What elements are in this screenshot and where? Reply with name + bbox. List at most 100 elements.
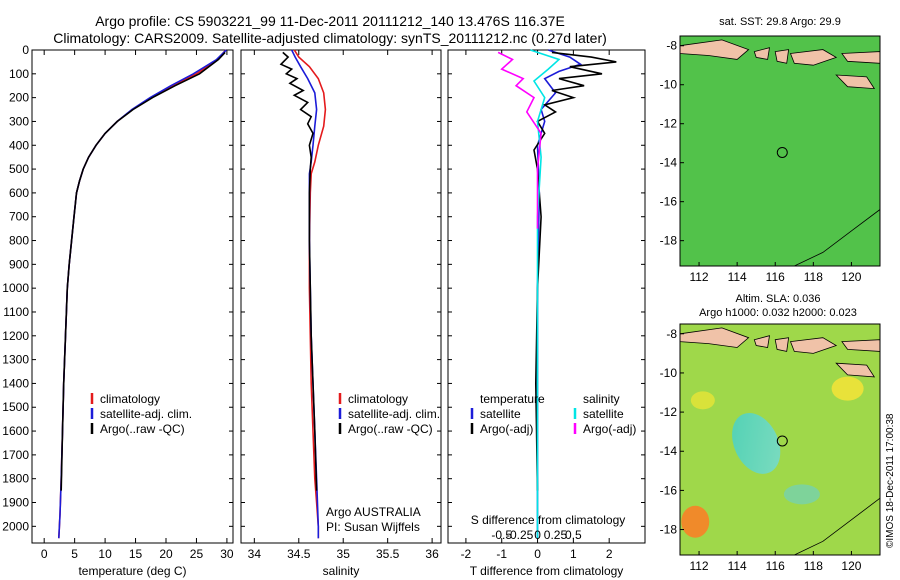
depth-tick-label: 1400 xyxy=(2,376,29,390)
salinity-xtick-label: 34.5 xyxy=(287,547,311,561)
sla_map-ytick-label: -14 xyxy=(660,444,678,458)
sla_map-xtick-label: 116 xyxy=(766,559,785,573)
argo-position-marker xyxy=(776,146,788,158)
sla_map-xtick-label: 112 xyxy=(689,559,708,573)
diff-top-xlabel: S difference from climatology xyxy=(471,513,626,527)
depth-tick-label: 1900 xyxy=(2,496,29,510)
difference-xtick-label: 1 xyxy=(570,547,577,561)
salinity-series-climatology xyxy=(293,49,327,539)
island-landmass xyxy=(835,74,876,90)
sla_map-xtick-label: 114 xyxy=(728,559,747,573)
sst_map-xtick-label: 114 xyxy=(728,270,747,284)
sla_map-ytick-label: -10 xyxy=(660,366,678,380)
map-panel-sla_map: 112 114 116 118 120 -8 -10 -12 -14 -16 -18 Altim. S… xyxy=(660,293,881,573)
depth-tick-label: 800 xyxy=(9,234,29,248)
sla_map-xtick-label: 120 xyxy=(841,559,861,573)
island-landmass xyxy=(774,49,790,64)
sst_map-ytick-label: -10 xyxy=(660,78,678,92)
depth-tick-label: 500 xyxy=(9,162,29,176)
sst_map-frame xyxy=(679,35,881,267)
difference-series-t-argo xyxy=(533,51,617,491)
sla-map-subtitle: Argo h1000: 0.032 h2000: 0.023 xyxy=(699,307,857,319)
sla-map-title: Altim. SLA: 0.036 xyxy=(736,293,821,305)
temperature-xtick-label: 5 xyxy=(71,547,78,561)
diff-sal-legend-label: satellite xyxy=(583,407,624,421)
diff-temp-legend-label: satellite xyxy=(480,407,521,421)
sla-high-eddy xyxy=(681,505,710,538)
difference-xtick-label: 0 xyxy=(534,547,541,561)
diff-legend-sal-title: salinity xyxy=(583,392,620,406)
depth-tick-label: 1300 xyxy=(2,353,29,367)
sla_map-xtick-label: 118 xyxy=(804,559,823,573)
depth-tick-label: 1500 xyxy=(2,400,29,414)
sst_map-ytick-label: -8 xyxy=(666,39,677,53)
diff-s-tick-label: 0 xyxy=(534,528,541,542)
island-landmass xyxy=(835,362,876,378)
difference-series-s-argo xyxy=(497,51,542,229)
island-landmass xyxy=(753,335,770,348)
depth-tick-label: 1700 xyxy=(2,448,29,462)
temperature-legend-label: satellite-adj. clim. xyxy=(100,407,192,421)
difference-axes-frame xyxy=(447,49,646,544)
diff-legend-temp-title: temperature xyxy=(480,392,545,406)
temperature-legend-label: climatology xyxy=(100,392,160,406)
temperature-xtick-label: 30 xyxy=(220,547,234,561)
depth-tick-label: 600 xyxy=(9,186,29,200)
salinity-xtick-label: 35 xyxy=(337,547,351,561)
profile-panel-salinity: 34 34.5 35 35.5 36 salinity climatologysatelli… xyxy=(240,49,442,578)
island-landmass xyxy=(841,51,881,64)
sla_map-ytick-label: -8 xyxy=(666,327,677,341)
depth-tick-label: 1200 xyxy=(2,329,29,343)
sst_map-ytick-label: -16 xyxy=(660,195,678,209)
island-landmass xyxy=(789,337,838,354)
depth-tick-label: 1800 xyxy=(2,472,29,486)
profile-panel-temperature: 0 5 10 15 20 25 30 temperature (deg C) 0 100 200 30… xyxy=(2,43,234,578)
difference-xtick-label: -1 xyxy=(496,547,507,561)
sla_map-ytick-label: -12 xyxy=(660,405,678,419)
temperature-axes-frame xyxy=(31,49,234,544)
sla-low-eddy xyxy=(783,484,820,505)
temperature-xtick-label: 20 xyxy=(159,547,173,561)
shelf-contour xyxy=(794,497,881,556)
sst_map-ytick-label: -12 xyxy=(660,117,678,131)
argo-program-label: Argo AUSTRALIA xyxy=(326,505,421,519)
temperature-series-argo-raw-qc- xyxy=(60,51,226,491)
salinity-legend-label: Argo(..raw -QC) xyxy=(348,422,433,436)
difference-xtick-label: 2 xyxy=(606,547,613,561)
depth-tick-label: 1000 xyxy=(2,281,29,295)
temperature-xtick-label: 10 xyxy=(98,547,112,561)
salinity-xtick-label: 36 xyxy=(425,547,439,561)
sst-field xyxy=(680,36,880,266)
temperature-xtick-label: 25 xyxy=(190,547,204,561)
sst_map-xtick-label: 120 xyxy=(841,270,861,284)
diff-sal-legend-label: Argo(-adj) xyxy=(583,422,636,436)
salinity-axes-frame xyxy=(240,49,442,544)
depth-tick-label: 900 xyxy=(9,257,29,271)
sla_map-ytick-label: -18 xyxy=(660,523,678,537)
sst-map-title: sat. SST: 29.8 Argo: 29.9 xyxy=(719,16,841,28)
sst_map-xtick-label: 118 xyxy=(804,270,823,284)
sla_map-ytick-label: -16 xyxy=(660,483,678,497)
sla-field xyxy=(680,324,880,555)
sla-high-eddy xyxy=(831,376,864,401)
depth-tick-label: 2000 xyxy=(2,519,29,533)
salinity-xlabel: salinity xyxy=(323,564,360,578)
depth-tick-label: 1600 xyxy=(2,424,29,438)
island-landmass xyxy=(841,339,881,352)
salinity-legend-label: climatology xyxy=(348,392,408,406)
sst_map-ytick-label: -14 xyxy=(660,156,678,170)
figure-title-line2: Climatology: CARS2009. Satellite-adjuste… xyxy=(53,30,607,46)
sst_map-xtick-label: 116 xyxy=(766,270,785,284)
difference-xlabel: T difference from climatology xyxy=(470,564,624,578)
depth-tick-label: 700 xyxy=(9,210,29,224)
temperature-xtick-label: 15 xyxy=(129,547,143,561)
argo-pi-label: PI: Susan Wijffels xyxy=(326,520,420,534)
depth-tick-label: 300 xyxy=(9,114,29,128)
diff-s-tick-label: -0.5 xyxy=(491,528,512,542)
argo-position-marker xyxy=(776,435,788,447)
map-panel-sst_map: 112 114 116 118 120 -8 -10 -12 -14 -16 -18 sat. SST… xyxy=(660,16,881,284)
diff-s-tick-label: -0.25 xyxy=(506,528,534,542)
sst_map-ytick-label: -18 xyxy=(660,234,678,248)
profile-panel-difference: -2 -1 0 1 2 T difference from climatology temp… xyxy=(447,49,646,578)
